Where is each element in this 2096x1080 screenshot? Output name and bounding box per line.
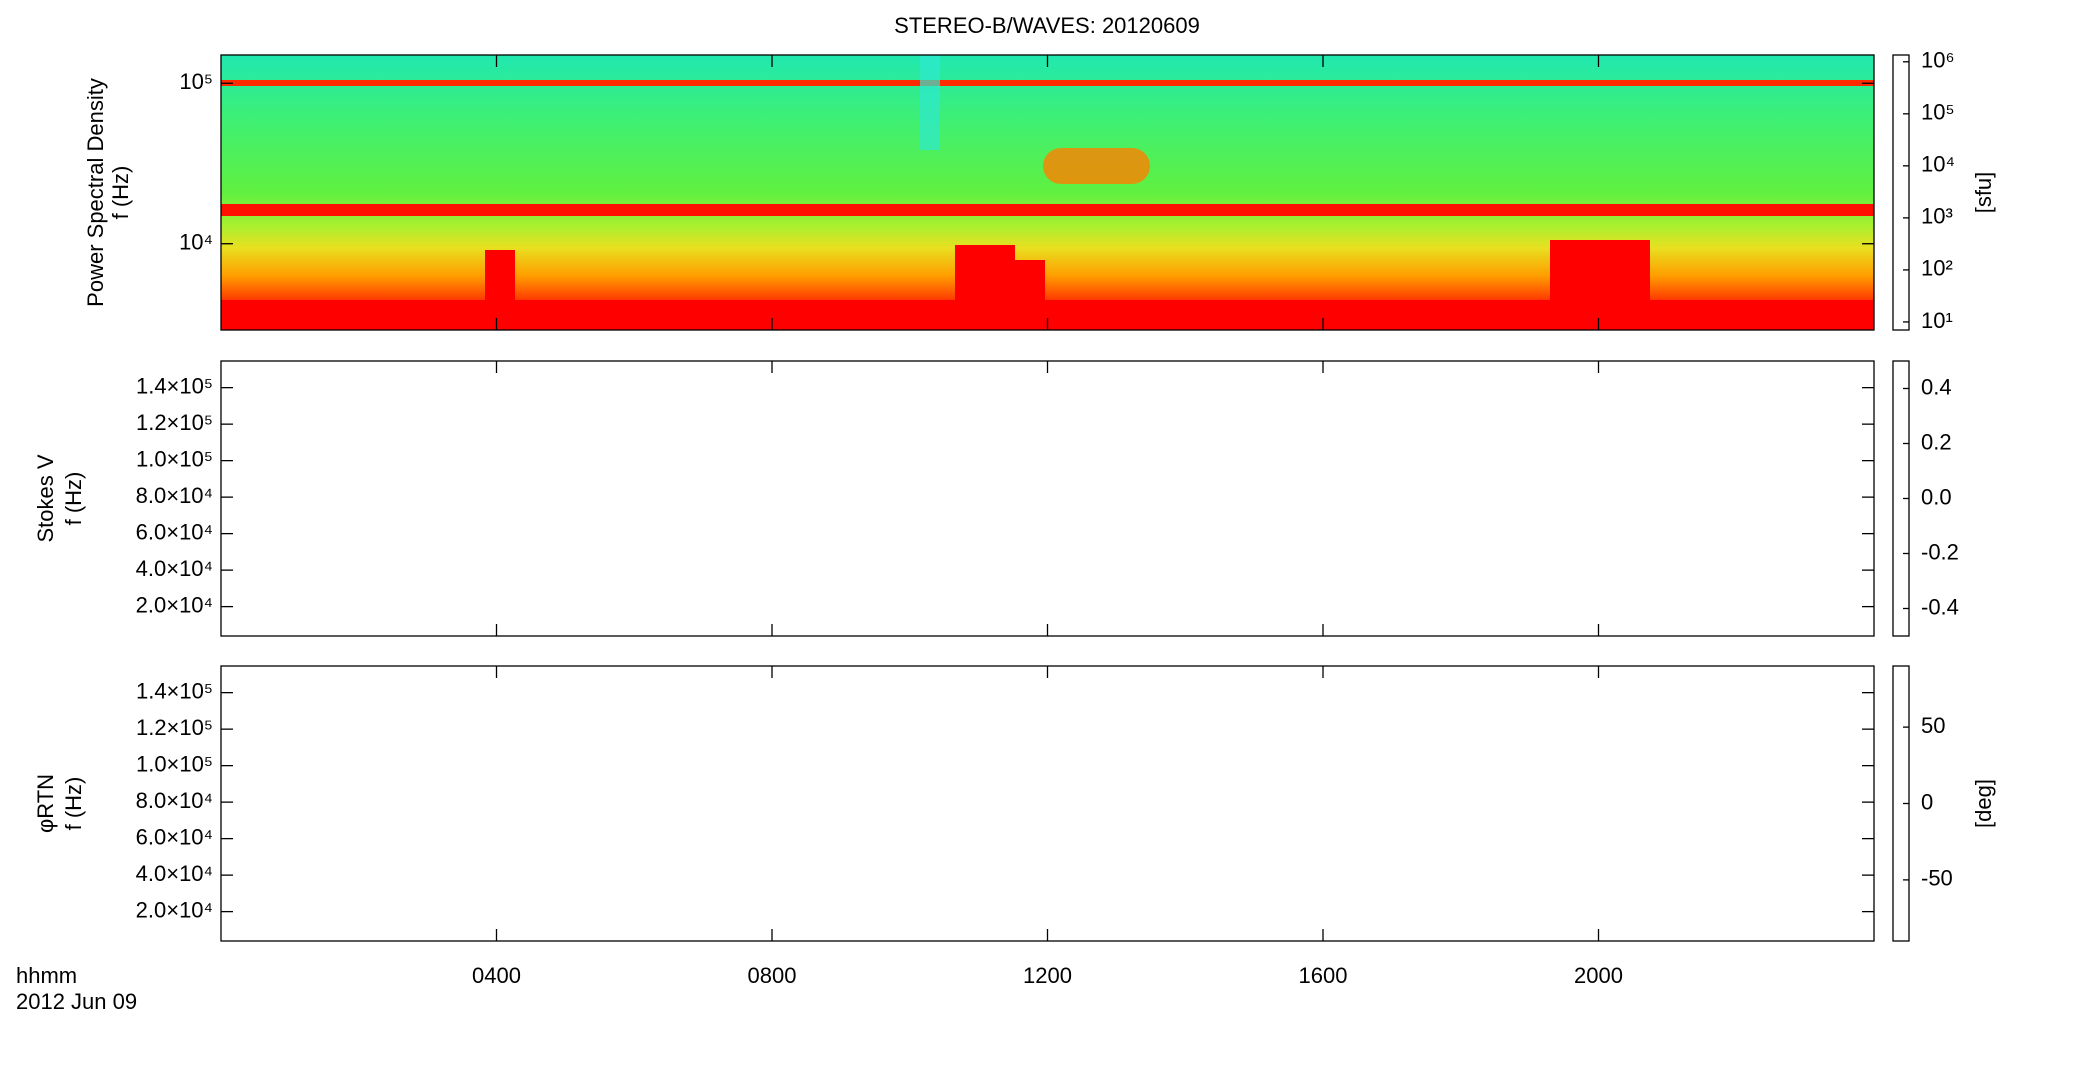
y-tick-label: 1.2×10⁵ bbox=[136, 715, 213, 740]
plot-frame bbox=[220, 665, 1875, 942]
colorbar-tick-label: -50 bbox=[1921, 866, 1953, 891]
y-tick-label: 1.4×10⁵ bbox=[136, 678, 213, 703]
colorbar-label: [sfu] bbox=[1971, 172, 1996, 214]
y-axis-label: Stokes V bbox=[33, 454, 58, 542]
colorbar-tick-label: 10⁵ bbox=[1921, 100, 1955, 125]
y-axis-label: f (Hz) bbox=[108, 166, 133, 220]
x-tick-label: 0800 bbox=[748, 963, 797, 988]
colorbar bbox=[1892, 54, 1910, 331]
y-axis-label: f (Hz) bbox=[61, 472, 86, 526]
spectrogram bbox=[221, 55, 1874, 330]
colorbar-tick-label: 10² bbox=[1921, 256, 1953, 281]
y-tick-label: 1.0×10⁵ bbox=[136, 751, 213, 776]
colorbar-tick-label: -0.4 bbox=[1921, 594, 1959, 619]
colorbar-tick-label: -0.2 bbox=[1921, 539, 1959, 564]
y-axis-label: φRTN bbox=[33, 774, 58, 833]
colorbar-tick-label: 10⁴ bbox=[1921, 152, 1955, 177]
y-tick-label: 10⁵ bbox=[179, 69, 213, 94]
y-tick-label: 1.4×10⁵ bbox=[136, 373, 213, 398]
plot-frame bbox=[220, 360, 1875, 637]
colorbar-tick-label: 10¹ bbox=[1921, 308, 1953, 333]
x-tick-label: 2000 bbox=[1574, 963, 1623, 988]
y-tick-label: 8.0×10⁴ bbox=[136, 788, 213, 813]
x-tick-label: 1200 bbox=[1023, 963, 1072, 988]
colorbar-tick-label: 50 bbox=[1921, 713, 1945, 738]
x-tick-label: 1600 bbox=[1299, 963, 1348, 988]
chart-title: STEREO-B/WAVES: 20120609 bbox=[894, 13, 1200, 38]
y-tick-label: 10⁴ bbox=[179, 230, 213, 255]
y-tick-label: 2.0×10⁴ bbox=[136, 897, 213, 922]
y-tick-label: 6.0×10⁴ bbox=[136, 519, 213, 544]
y-tick-label: 1.2×10⁵ bbox=[136, 410, 213, 435]
colorbar-tick-label: 0.4 bbox=[1921, 374, 1952, 399]
y-tick-label: 4.0×10⁴ bbox=[136, 556, 213, 581]
colorbar-tick-label: 10⁶ bbox=[1921, 48, 1955, 73]
colorbar-tick-label: 0 bbox=[1921, 789, 1933, 814]
y-tick-label: 6.0×10⁴ bbox=[136, 824, 213, 849]
colorbar-tick-label: 0.2 bbox=[1921, 429, 1952, 454]
y-tick-label: 1.0×10⁵ bbox=[136, 446, 213, 471]
y-tick-label: 2.0×10⁴ bbox=[136, 592, 213, 617]
colorbar-label: [deg] bbox=[1971, 779, 1996, 828]
y-axis-label: f (Hz) bbox=[61, 777, 86, 831]
x-tick-label: 0400 bbox=[472, 963, 521, 988]
y-axis-label: Power Spectral Density bbox=[83, 78, 108, 307]
colorbar-tick-label: 10³ bbox=[1921, 204, 1953, 229]
x-axis-label: hhmm bbox=[16, 963, 77, 988]
y-tick-label: 4.0×10⁴ bbox=[136, 861, 213, 886]
colorbar-tick-label: 0.0 bbox=[1921, 484, 1952, 509]
y-tick-label: 8.0×10⁴ bbox=[136, 483, 213, 508]
date-label: 2012 Jun 09 bbox=[16, 989, 137, 1014]
